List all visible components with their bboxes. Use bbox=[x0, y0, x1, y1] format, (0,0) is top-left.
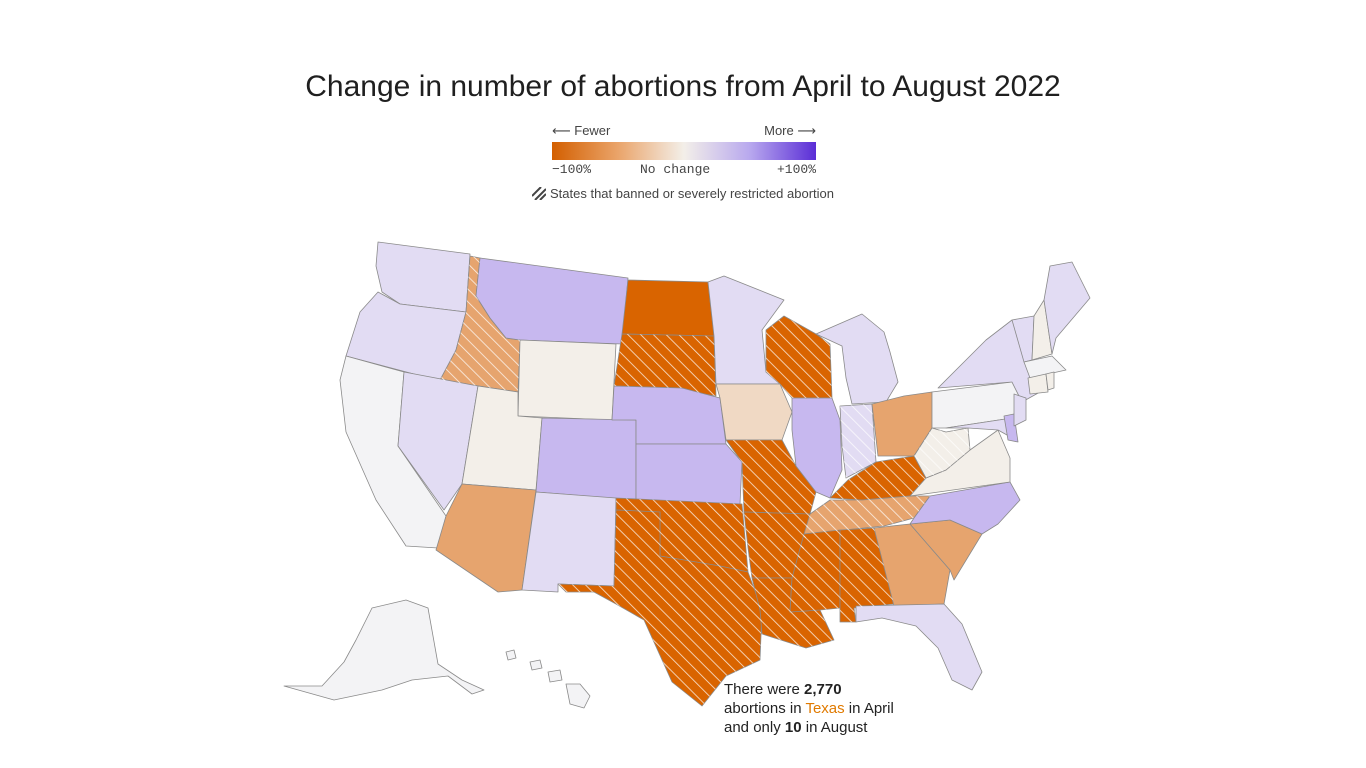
hatch-swatch-icon bbox=[531, 186, 547, 201]
hatch-overlay-MO bbox=[726, 440, 816, 514]
hatch-overlay-KY bbox=[830, 456, 926, 500]
texas-annotation: There were 2,770 abortions in Texas in A… bbox=[724, 680, 944, 737]
hatch-overlay-MS bbox=[790, 530, 840, 612]
map-title: Change in number of abortions from April… bbox=[305, 70, 1061, 103]
state-ME[interactable] bbox=[1043, 261, 1091, 355]
state-HI-maui[interactable] bbox=[547, 669, 563, 683]
state-ND[interactable] bbox=[621, 279, 715, 337]
hatch-overlay-TN bbox=[804, 496, 930, 534]
hatch-overlay-OK bbox=[616, 498, 748, 572]
state-CO[interactable] bbox=[535, 417, 637, 501]
annotation-text: and only bbox=[724, 719, 785, 736]
legend-min-label: −100% bbox=[552, 162, 592, 177]
hatch-overlay-SD bbox=[614, 334, 716, 396]
state-MA[interactable] bbox=[1023, 355, 1067, 379]
annotation-text: in April bbox=[844, 700, 894, 717]
state-KS[interactable] bbox=[635, 443, 743, 505]
state-AK[interactable] bbox=[283, 599, 485, 701]
legend-fewer-label: ⟵ Fewer bbox=[552, 123, 611, 138]
legend-gradient-bar bbox=[552, 142, 816, 160]
hatch-overlay-WV bbox=[914, 428, 970, 478]
legend-mid-label: No change bbox=[640, 162, 711, 177]
annotation-text: abortions in bbox=[724, 700, 806, 717]
annotation-text: in August bbox=[801, 719, 868, 736]
us-state-map bbox=[283, 241, 1091, 709]
state-WY[interactable] bbox=[517, 339, 617, 421]
hatch-overlay-TX bbox=[558, 510, 762, 706]
state-NM[interactable] bbox=[521, 491, 617, 593]
state-NJ[interactable] bbox=[1013, 393, 1027, 427]
state-CT[interactable] bbox=[1027, 373, 1049, 395]
hatch-overlay-AL bbox=[840, 528, 894, 622]
annotation-text: There were bbox=[724, 681, 805, 698]
hatch-overlay-AR bbox=[744, 512, 810, 578]
hatch-overlay-ID bbox=[440, 256, 520, 392]
legend-max-label: +100% bbox=[776, 162, 816, 177]
state-FL[interactable] bbox=[855, 603, 983, 691]
state-HI-oahu[interactable] bbox=[529, 659, 543, 671]
hatch-overlay-IN bbox=[840, 404, 876, 478]
color-legend: ⟵ Fewer More ⟶ −100% No change +100% bbox=[552, 122, 816, 180]
state-IA[interactable] bbox=[715, 383, 793, 441]
hatch-overlay-LA bbox=[752, 578, 834, 648]
hatch-legend: States that banned or severely restricte… bbox=[0, 186, 1366, 201]
state-HI[interactable] bbox=[565, 683, 591, 709]
annotation-august-count: 10 bbox=[784, 719, 802, 736]
annotation-april-count: 2,770 bbox=[804, 681, 842, 698]
hatch-overlay-WI bbox=[766, 316, 832, 398]
hatch-legend-label: States that banned or severely restricte… bbox=[550, 186, 834, 201]
state-MI[interactable] bbox=[815, 313, 899, 405]
annotation-state: Texas bbox=[805, 700, 845, 717]
state-NC[interactable] bbox=[909, 481, 1021, 535]
state-HI-kauai[interactable] bbox=[505, 649, 517, 661]
hawaii-islands bbox=[505, 649, 591, 709]
legend-more-label: More ⟶ bbox=[764, 123, 816, 138]
state-RI[interactable] bbox=[1045, 371, 1055, 391]
